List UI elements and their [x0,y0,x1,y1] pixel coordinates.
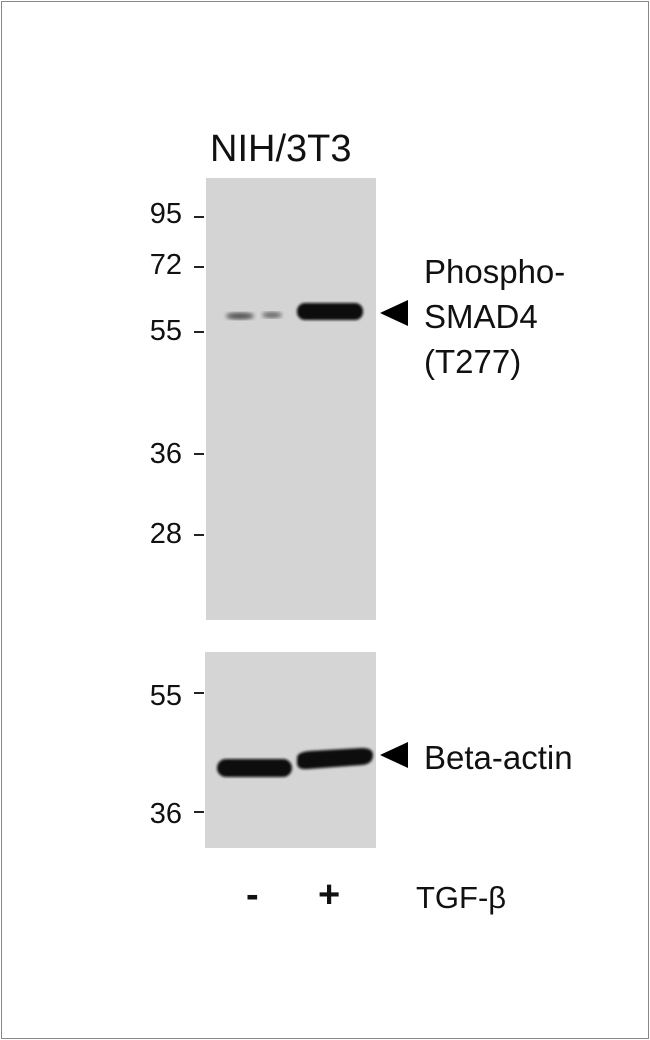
target-label-line3: (T277) [424,343,522,380]
top-membrane [206,178,376,620]
loading-control-label: Beta-actin [424,739,573,776]
band-smad4-lane1a [226,312,254,320]
marker-36-bottom: 36 [149,798,182,830]
lane-2-sign: + [318,874,341,916]
marker-tick [194,811,204,813]
target-label-line1: Phospho- [424,253,566,290]
marker-tick [194,216,204,218]
band-smad4-lane2 [297,303,363,320]
marker-tick [194,266,204,268]
band-actin-lane1 [217,759,292,777]
marker-95: 95 [149,198,182,230]
marker-tick [194,331,204,333]
lane-1-sign: - [246,874,259,916]
marker-55-bottom: 55 [149,680,182,712]
cell-line-title: NIH/3T3 [210,128,352,170]
band-actin-lane2 [297,748,373,770]
treatment-label: TGF-β [416,880,507,915]
arrow-actin-icon [380,742,408,768]
band-smad4-lane1b [262,312,282,318]
target-label-line2: SMAD4 [424,298,538,335]
marker-72: 72 [149,249,182,281]
marker-55: 55 [149,315,182,347]
marker-28: 28 [149,518,182,550]
marker-tick [194,692,204,694]
marker-36: 36 [149,438,182,470]
marker-tick [194,534,204,536]
marker-tick [194,453,204,455]
arrow-smad4-icon [380,300,408,326]
